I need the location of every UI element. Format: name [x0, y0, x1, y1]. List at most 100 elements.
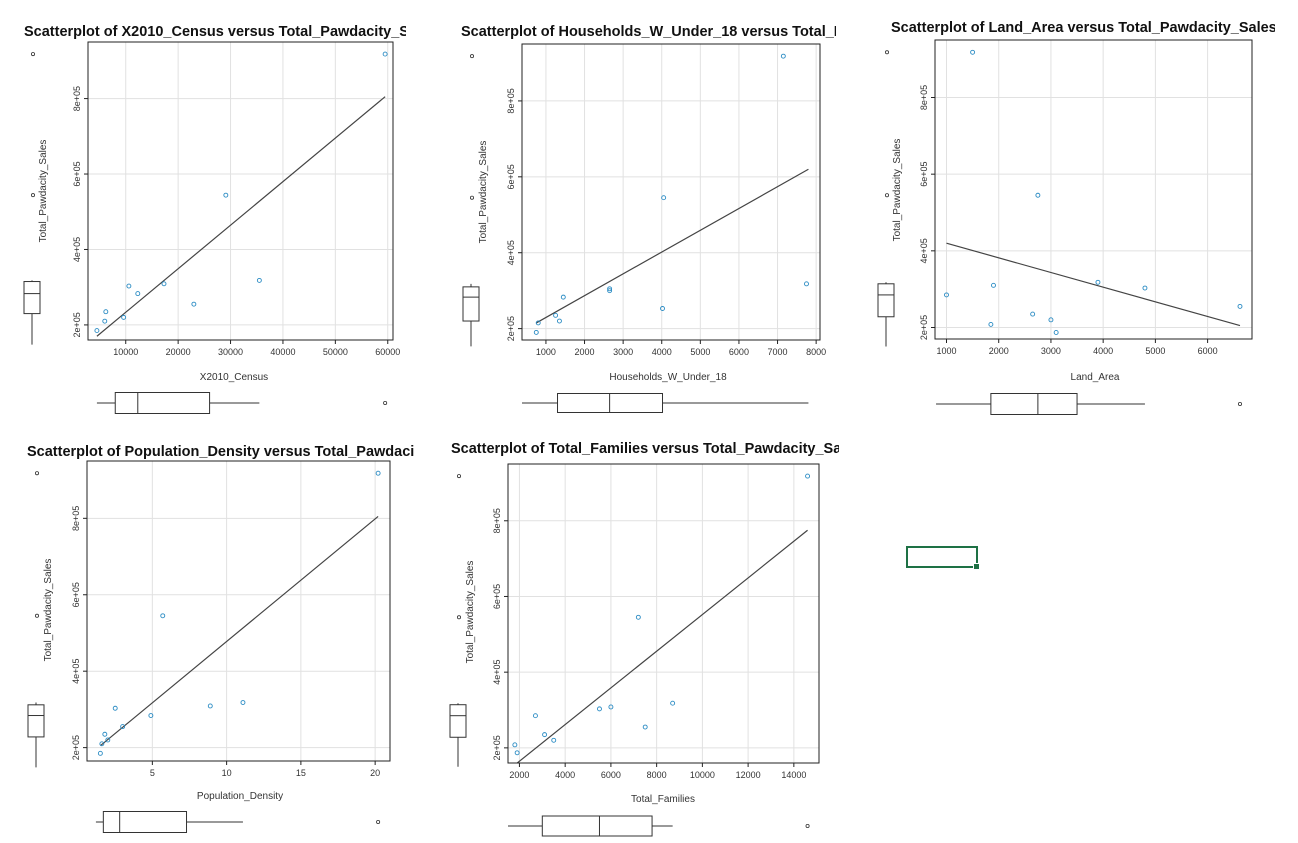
data-point	[660, 306, 665, 311]
data-point	[991, 282, 996, 288]
data-point	[103, 309, 109, 315]
data-point	[988, 321, 994, 327]
data-point	[94, 328, 100, 334]
x-tick-label: 5000	[690, 347, 710, 357]
y-tick-label: 8e+05	[72, 86, 82, 111]
x-tick-label: 1000	[536, 347, 556, 357]
x-tick-label: 2000	[575, 347, 595, 357]
y-box	[877, 283, 895, 318]
chart-title: Scatterplot of Population_Density versus…	[27, 444, 473, 460]
data-point	[533, 329, 539, 335]
fill-handle[interactable]	[973, 563, 980, 570]
y-tick-label: 8e+05	[71, 506, 81, 531]
data-point	[112, 705, 118, 711]
data-point	[256, 277, 262, 283]
data-point	[560, 294, 566, 300]
data-point	[532, 713, 538, 719]
data-point	[607, 286, 613, 292]
data-point	[597, 706, 602, 712]
data-point	[97, 750, 103, 756]
x-tick-label: 8000	[647, 770, 667, 780]
x-tick-label: 5000	[1145, 346, 1165, 356]
x-tick-label: 3000	[613, 347, 633, 357]
x-box-outlier	[1237, 401, 1242, 406]
data-point	[375, 470, 381, 476]
scatterplot-1: Scatterplot of X2010_Census versus Total…	[23, 24, 437, 414]
x-axis-label: Land_Area	[1071, 372, 1120, 383]
data-point	[780, 53, 786, 59]
x-boxplot	[95, 811, 381, 833]
y-box	[462, 286, 480, 322]
x-box-outlier	[383, 400, 388, 405]
data-point	[1237, 303, 1243, 309]
y-tick-label: 6e+05	[71, 582, 81, 607]
data-point	[804, 281, 809, 287]
data-point	[148, 713, 154, 718]
x-axis-label: Total_Families	[631, 794, 695, 805]
y-box-outlier	[885, 50, 890, 55]
data-point	[1030, 311, 1036, 317]
y-box-outlier	[456, 615, 461, 620]
x-tick-label: 7000	[768, 347, 788, 357]
x-tick-label: 40000	[270, 347, 295, 357]
y-box-outlier	[35, 471, 40, 476]
data-point	[514, 750, 520, 756]
y-boxplot	[27, 471, 45, 768]
x-box	[114, 392, 211, 414]
x-axis-label: Households_W_Under_18	[609, 372, 727, 383]
plot-frame	[86, 460, 391, 762]
fit-line	[946, 242, 1241, 327]
data-point	[1095, 279, 1101, 285]
plot-frame	[521, 43, 821, 341]
y-box	[23, 281, 41, 315]
x-boxplot	[96, 392, 388, 414]
y-axis-label: Total_Pawdacity_Sales	[465, 561, 476, 664]
x-boxplot	[508, 815, 810, 837]
x-box-outlier	[805, 824, 810, 829]
chart-title: Scatterplot of Households_W_Under_18 ver…	[461, 24, 951, 40]
y-box-outlier	[30, 193, 35, 198]
y-box-outlier	[469, 195, 474, 200]
y-axis-label: Total_Pawdacity_Sales	[43, 559, 54, 662]
x-axis-label: X2010_Census	[200, 372, 268, 383]
x-tick-label: 10	[222, 768, 232, 778]
data-point	[160, 613, 166, 619]
x-tick-label: 60000	[375, 347, 400, 357]
y-axis-label: Total_Pawdacity_Sales	[892, 139, 903, 242]
y-boxplot	[877, 50, 895, 347]
y-tick-label: 2e+05	[71, 735, 81, 760]
y-box-outlier	[469, 54, 474, 59]
data-point	[161, 281, 167, 287]
y-tick-label: 2e+05	[506, 316, 516, 341]
y-tick-label: 4e+05	[72, 237, 82, 262]
y-box	[449, 704, 467, 738]
chart-title: Scatterplot of Total_Families versus Tot…	[451, 441, 861, 457]
selected-spreadsheet-cell[interactable]	[906, 546, 980, 570]
data-point	[1053, 330, 1059, 335]
chart-title: Scatterplot of Land_Area versus Total_Pa…	[891, 20, 1277, 36]
data-point	[551, 737, 557, 743]
y-box	[27, 704, 45, 738]
y-tick-label: 4e+05	[492, 660, 502, 685]
y-tick-label: 4e+05	[506, 240, 516, 265]
data-point	[382, 51, 388, 57]
fit-line	[535, 168, 809, 324]
x-tick-label: 3000	[1041, 346, 1061, 356]
scatterplot-4: Scatterplot of Population_Density versus…	[27, 444, 473, 833]
chart-title: Scatterplot of X2010_Census versus Total…	[24, 24, 437, 40]
x-tick-label: 50000	[323, 347, 348, 357]
x-boxplot	[522, 393, 809, 413]
y-tick-label: 8e+05	[506, 88, 516, 113]
x-tick-label: 6000	[729, 347, 749, 357]
plot-frame	[87, 41, 394, 341]
x-tick-label: 14000	[781, 770, 806, 780]
x-box-outlier	[376, 820, 381, 825]
x-tick-label: 4000	[555, 770, 575, 780]
x-tick-label: 12000	[736, 770, 761, 780]
y-box-outlier	[456, 474, 461, 479]
x-box	[990, 393, 1078, 415]
data-point	[635, 614, 641, 620]
plot-frame	[507, 463, 820, 764]
x-tick-label: 20	[370, 768, 380, 778]
